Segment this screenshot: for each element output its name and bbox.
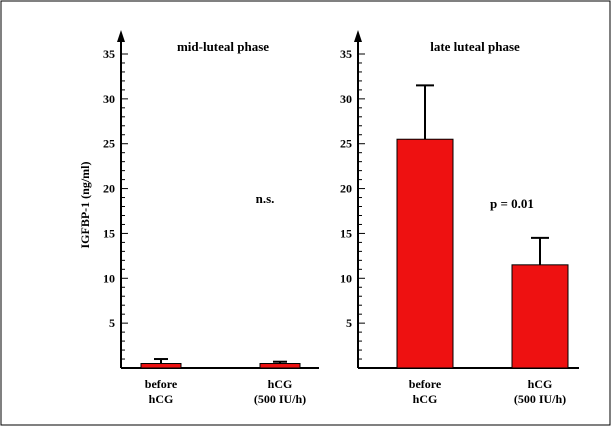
category-label-mid-1-0: hCG [268, 377, 293, 391]
y-tick-label-mid-15: 15 [103, 226, 115, 240]
y-tick-label-mid-20: 20 [103, 182, 115, 196]
category-label-mid-0-0: before [145, 377, 178, 391]
category-label-late-1-1: (500 IU/h) [514, 392, 566, 406]
category-label-late-1-0: hCG [528, 377, 553, 391]
y-axis-label: IGFBP-1 (ng/ml) [78, 162, 92, 249]
y-tick-label-late-10: 10 [340, 271, 352, 285]
y-axis-arrow-mid [117, 30, 125, 42]
y-tick-label-late-35: 35 [340, 47, 352, 61]
bar-late-1 [511, 264, 569, 369]
category-label-late-0-0: before [409, 377, 442, 391]
y-tick-label-mid-5: 5 [109, 316, 115, 330]
y-tick-label-mid-30: 30 [103, 92, 115, 106]
annotation-ns: n.s. [256, 191, 275, 206]
bar-mid-0 [140, 363, 182, 369]
annotation-p-value: p = 0.01 [490, 196, 534, 211]
category-label-mid-1-1: (500 IU/h) [254, 392, 306, 406]
y-tick-label-late-5: 5 [346, 316, 352, 330]
y-tick-label-late-20: 20 [340, 182, 352, 196]
bar-mid-1 [259, 363, 301, 369]
y-tick-label-late-25: 25 [340, 137, 352, 151]
category-label-mid-0-1: hCG [149, 392, 174, 406]
y-tick-label-mid-25: 25 [103, 137, 115, 151]
chart-panel-late-luteal: late luteal phase p = 0.01 5 10 15 20 25 30 35… [340, 30, 579, 406]
chart-title-mid-luteal: mid-luteal phase [177, 39, 269, 54]
bar-late-0 [396, 138, 454, 369]
chart-panel-mid-luteal: mid-luteal phase n.s. 5 10 15 20 25 30 35 befor… [103, 30, 319, 406]
category-label-late-0-1: hCG [413, 392, 438, 406]
chart-title-late-luteal: late luteal phase [430, 39, 520, 54]
y-tick-label-late-15: 15 [340, 226, 352, 240]
y-tick-label-mid-35: 35 [103, 47, 115, 61]
y-tick-label-late-30: 30 [340, 92, 352, 106]
y-tick-label-mid-10: 10 [103, 271, 115, 285]
y-axis-arrow-late [354, 30, 362, 42]
